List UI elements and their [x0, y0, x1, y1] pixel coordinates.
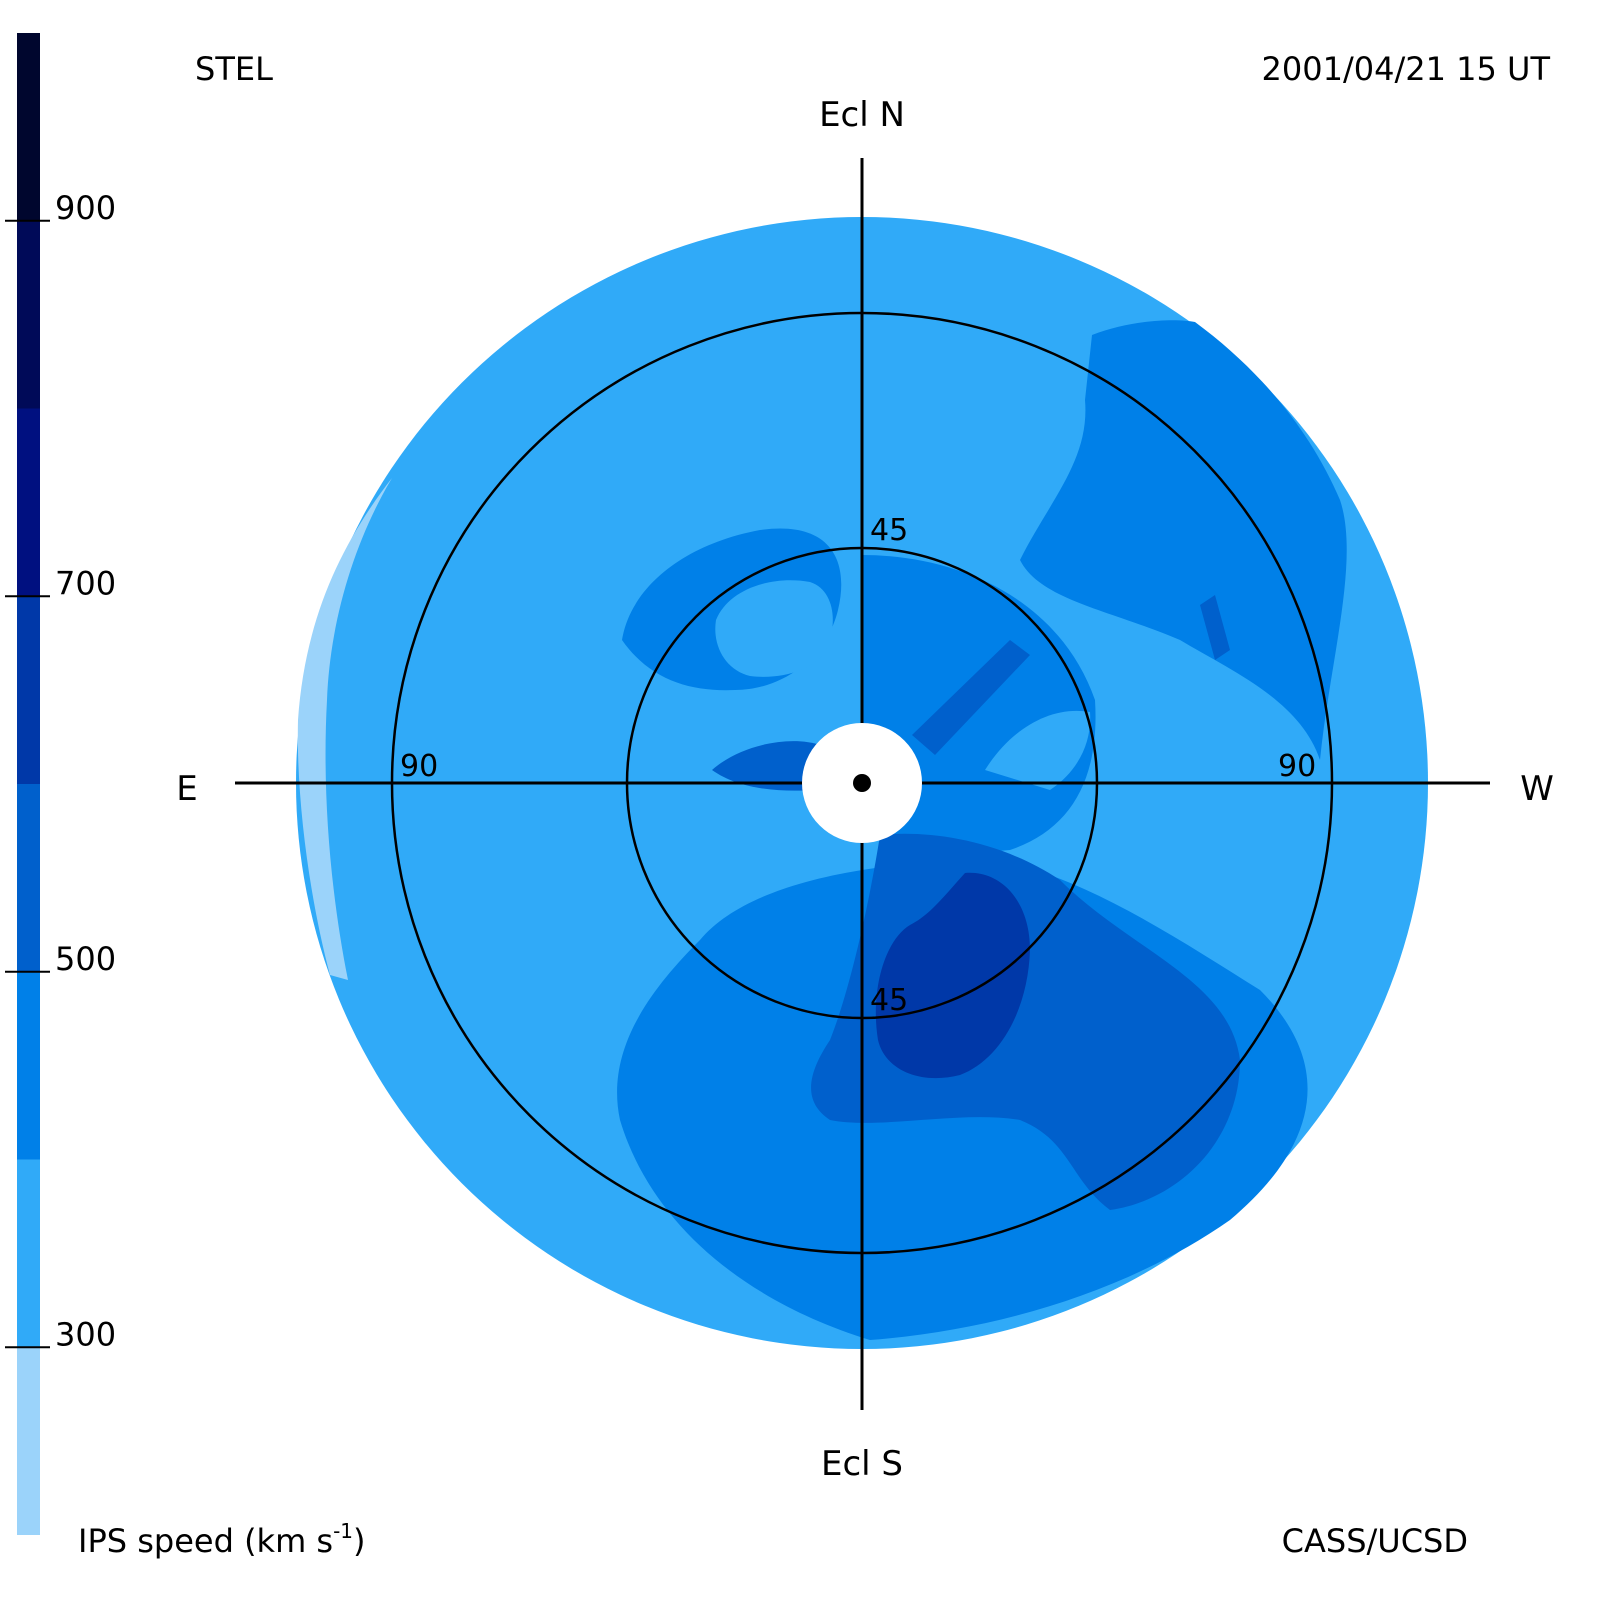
colorbar-band-400-500 — [17, 971, 40, 1160]
west-label: W — [1520, 769, 1554, 809]
colorbar-label-main: IPS speed (km s — [78, 1522, 333, 1560]
colorbar-band-700-800 — [17, 408, 40, 597]
region-west-streak — [1200, 595, 1230, 660]
colorbar-label-exp: -1 — [333, 1519, 353, 1543]
colorbar-tick-label-300: 300 — [55, 1315, 116, 1353]
colorbar-band-600-700 — [17, 596, 40, 784]
sun-marker — [853, 774, 871, 792]
colorbar-band-500-600 — [17, 784, 40, 972]
south-label: Ecl S — [821, 1444, 903, 1484]
region-fast-core — [875, 872, 1030, 1079]
colorbar-band-200-300 — [17, 1347, 40, 1535]
region-west-upper — [1020, 320, 1347, 760]
region-slow-east-edge — [297, 478, 392, 980]
colorbar-label-close: ) — [353, 1522, 365, 1560]
credit-label: CASS/UCSD — [1282, 1522, 1468, 1560]
region-diagonal-streak — [912, 640, 1030, 755]
colorbar-tick-label-700: 700 — [55, 564, 116, 602]
colorbar-label: IPS speed (km s-1) — [78, 1519, 366, 1560]
ring-label-90-left: 90 — [400, 749, 438, 784]
east-label: E — [176, 769, 197, 809]
colorbar-band-900-1000 — [17, 33, 40, 221]
colorbar-tick-label-500: 500 — [55, 940, 116, 978]
ring-label-45-top: 45 — [870, 513, 908, 548]
colorbar-band-800-900 — [17, 220, 40, 409]
ring-label-45-bottom: 45 — [870, 983, 908, 1018]
station-label: STEL — [195, 50, 273, 88]
colorbar-tick-label-900: 900 — [55, 189, 116, 227]
region-left-knot — [712, 741, 820, 791]
timestamp-label: 2001/04/21 15 UT — [1262, 50, 1551, 88]
colorbar-band-300-400 — [17, 1159, 40, 1348]
ring-label-90-right: 90 — [1278, 749, 1316, 784]
region-center-ring-inner — [985, 710, 1091, 790]
grid — [235, 158, 1490, 1410]
region-upper-left-inner — [715, 580, 833, 677]
north-label: Ecl N — [819, 95, 905, 135]
colorbar: 900 700 500 300 — [5, 33, 116, 1535]
